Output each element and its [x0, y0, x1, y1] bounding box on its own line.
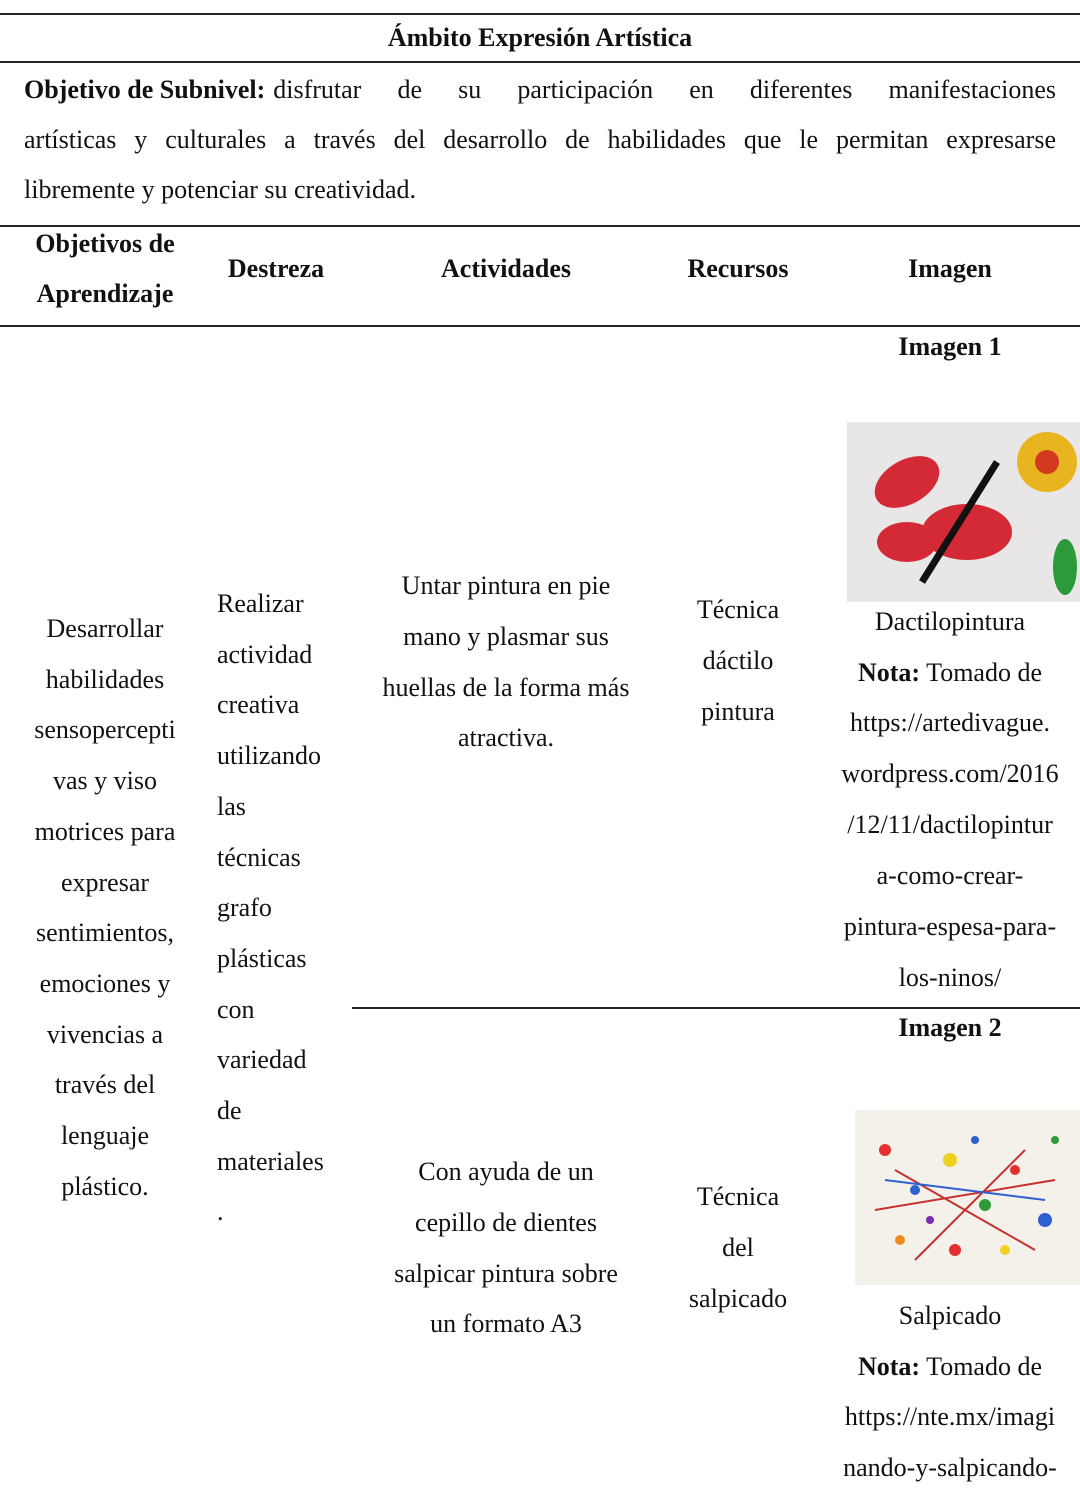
activity-cell: Con ayuda de un	[418, 1157, 594, 1186]
image-salpicado	[855, 1110, 1080, 1285]
objective-cell: vas y viso	[53, 766, 157, 796]
url-line: nando-y-salpicando-	[843, 1453, 1057, 1482]
resource-cell: pintura	[701, 697, 775, 726]
skill-cell: de	[217, 1096, 242, 1125]
objective-cell: habilidades	[45, 664, 165, 694]
skill-cell: utilizando	[217, 741, 321, 771]
image-dactilopintura	[847, 422, 1080, 602]
activity-cell: un formato A3	[430, 1309, 582, 1339]
header-cell: Aprendizaje	[36, 279, 174, 308]
resource-cell: salpicado	[688, 1284, 788, 1313]
url-line: https://artedivague.	[849, 708, 1050, 737]
note-text: Tomado de	[926, 1351, 1042, 1381]
skill-cell: actividad	[217, 639, 313, 669]
skill-cell: creativa	[217, 690, 300, 720]
header-cell: Imagen	[908, 254, 992, 283]
note: Nota: Tomado de	[820, 648, 1080, 698]
activity-cell: mano y plasmar sus	[403, 621, 609, 651]
objective-cell: Desarrollar	[46, 614, 164, 643]
note-label: Nota:	[858, 1351, 921, 1381]
resource-cell: del	[722, 1233, 754, 1262]
note-label: Nota:	[858, 657, 921, 687]
url-line: wordpress.com/2016	[841, 759, 1059, 788]
objective-cell: través del	[54, 1070, 156, 1100]
objective-cell: expresar	[60, 867, 150, 897]
skill-cell: materiales	[217, 1146, 324, 1176]
objective-cell: sentimientos,	[36, 918, 174, 948]
title: Ámbito Expresión Artística	[387, 23, 693, 52]
rule	[0, 13, 1080, 15]
skill-cell: .	[217, 1197, 224, 1227]
objective-cell: plástico.	[61, 1171, 149, 1201]
objective-cell: motrices para	[34, 816, 176, 846]
skill-cell: con	[217, 994, 255, 1024]
image-title: Imagen 1	[898, 332, 1002, 361]
activity-cell: atractiva.	[458, 723, 554, 753]
url-line: /12/11/dactilopintur	[847, 810, 1053, 839]
header-cell: Objetivos de	[35, 229, 175, 258]
skill-cell: plásticas	[217, 943, 307, 973]
skill-cell: grafo	[217, 893, 272, 923]
objective-line: Objetivo de Subnivel: disfrutar de su par…	[24, 65, 1056, 115]
objective-text: artísticas y culturales a través del des…	[24, 125, 1056, 154]
url-line: pintura-espesa-para-	[843, 912, 1057, 941]
skill-cell: variedad	[217, 1045, 307, 1075]
rule	[0, 225, 1080, 227]
header-cell: Destreza	[227, 254, 325, 283]
skill-cell: técnicas	[217, 842, 301, 872]
activity-cell: Untar pintura en pie	[401, 571, 611, 600]
objective-cell: lenguaje	[60, 1121, 150, 1150]
image-caption: Dactilopintura	[874, 607, 1026, 636]
objective-cell: vivencias a	[46, 1019, 164, 1049]
note-text: Tomado de	[926, 657, 1042, 687]
url-line: los-ninos/	[898, 963, 1002, 992]
url-line: a-como-crear-	[876, 861, 1024, 890]
skill-cell: Realizar	[217, 589, 304, 618]
objective-text: disfrutar de su participación en diferen…	[273, 75, 1056, 104]
image-caption: Salpicado	[898, 1301, 1002, 1330]
rule	[0, 61, 1080, 63]
resource-cell: dáctilo	[702, 646, 774, 675]
objective-cell: sensopercepti	[34, 715, 176, 745]
activity-cell: cepillo de dientes	[415, 1207, 597, 1237]
image-title: Imagen 2	[898, 1013, 1002, 1042]
rule	[352, 1007, 1080, 1009]
header-cell: Recursos	[687, 254, 789, 283]
objective-label: Objetivo de Subnivel:	[24, 75, 266, 104]
url-line: https://nte.mx/imagi	[844, 1402, 1056, 1431]
resource-cell: Técnica	[696, 595, 780, 624]
skill-cell: las	[217, 791, 246, 821]
objective-text: libremente y potenciar su creatividad.	[24, 175, 417, 204]
objective-cell: emociones y	[39, 968, 171, 998]
rule	[0, 325, 1080, 327]
note: Nota: Tomado de	[820, 1342, 1080, 1392]
resource-cell: Técnica	[696, 1182, 780, 1211]
activity-cell: huellas de la forma más	[382, 672, 630, 702]
header-cell: Actividades	[441, 254, 571, 283]
activity-cell: salpicar pintura sobre	[394, 1258, 618, 1288]
